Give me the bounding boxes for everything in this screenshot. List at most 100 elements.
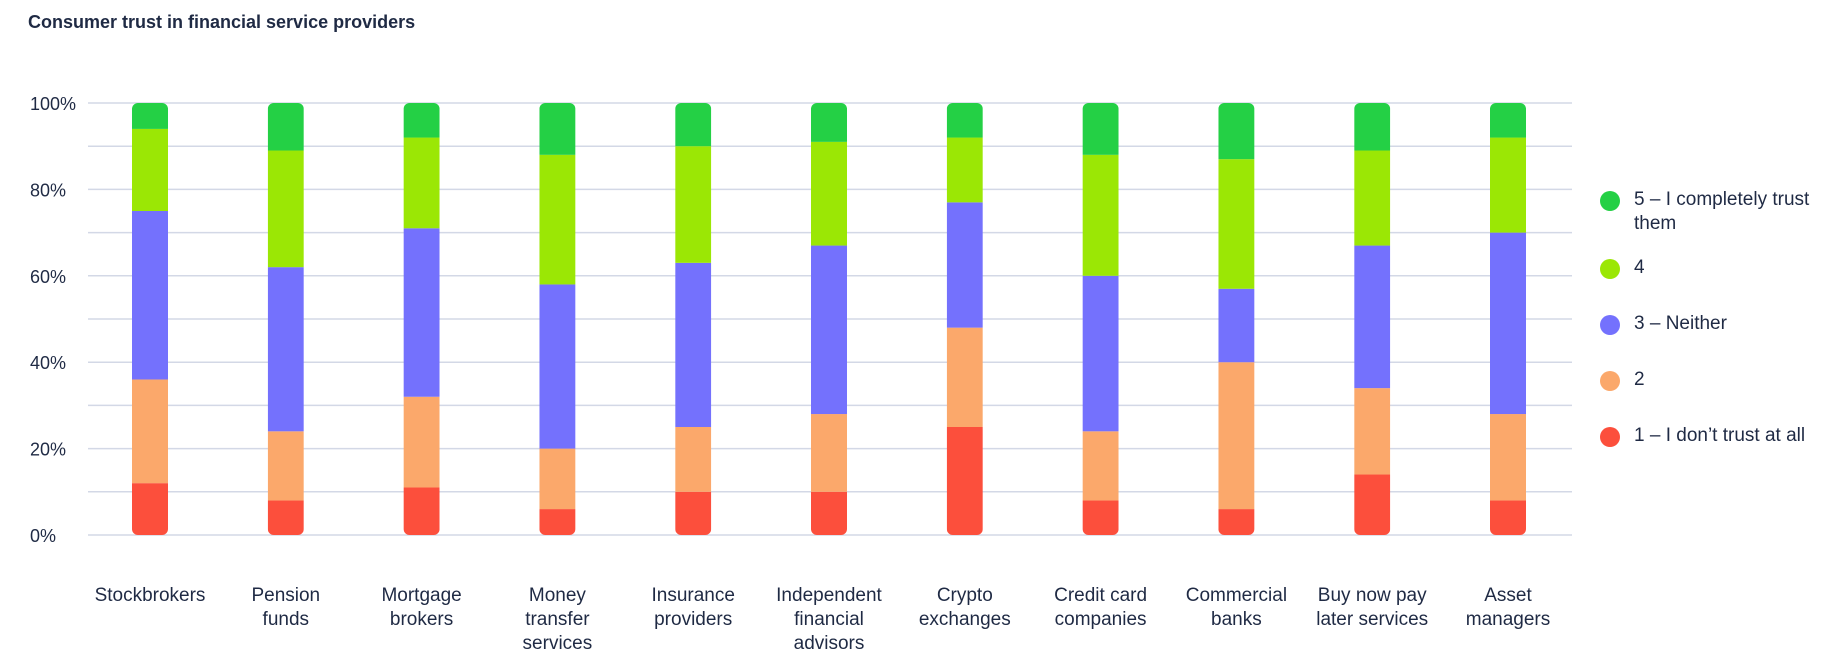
bar-segment-2: [539, 448, 576, 510]
bar-segment-4: [1354, 150, 1391, 246]
x-category-label: Buy now pay: [1318, 585, 1427, 606]
bar-segment-4: [1218, 159, 1255, 289]
bar-segment-4: [403, 137, 440, 229]
y-tick-label: 60%: [30, 267, 66, 287]
y-tick-label: 40%: [30, 353, 66, 373]
legend-label: 5 – I completely trust them: [1634, 189, 1810, 234]
x-category-label: Mortgage: [381, 585, 461, 606]
bar-segment-1: [811, 491, 847, 535]
legend-item: 3 – Neither: [1600, 312, 1824, 368]
circle-icon: [1600, 371, 1620, 391]
bar-segment-4: [132, 128, 168, 211]
bar-segment-4: [1490, 137, 1526, 233]
legend-item: 2: [1600, 368, 1824, 424]
bar-segment-5: [946, 103, 983, 138]
bar-segment-3: [1082, 275, 1119, 432]
x-category-label: Independent: [776, 585, 882, 606]
y-tick-label: 100%: [30, 94, 76, 114]
y-tick-label: 20%: [30, 440, 66, 460]
y-tick-label: 0%: [30, 526, 56, 546]
circle-icon: [1600, 259, 1620, 279]
bar-segment-4: [267, 150, 304, 268]
bar-segment-3: [132, 211, 168, 380]
x-category-label: providers: [654, 609, 732, 630]
bar-segment-4: [675, 146, 712, 263]
bar-segment-3: [403, 228, 440, 397]
x-category-label: Pension: [251, 585, 320, 606]
circle-icon: [1600, 315, 1620, 335]
stacked-bar-chart: 0% 20% 40% 60% 80% 100% Stockbrokers Pension fun…: [30, 94, 1572, 654]
bar-segment-5: [539, 103, 576, 155]
x-category-label: services: [523, 633, 593, 654]
bar-segment-4: [539, 154, 576, 285]
bar-segment-5: [267, 103, 304, 151]
legend-item: 5 – I completely trust them: [1600, 188, 1824, 256]
legend-label: 4: [1634, 257, 1645, 278]
bar-segment-5: [403, 103, 440, 138]
bar-segment-1: [946, 427, 983, 535]
bar-segment-5: [1354, 103, 1391, 151]
x-category-label: funds: [263, 609, 309, 630]
bar-segment-4: [946, 137, 983, 203]
x-category-label: managers: [1466, 609, 1551, 630]
x-category-label: companies: [1055, 609, 1147, 630]
x-category-label: banks: [1211, 609, 1262, 630]
bar-segment-2: [675, 427, 712, 492]
x-category-label: Asset: [1484, 585, 1532, 606]
bar-segment-2: [1490, 414, 1526, 501]
x-category-label: brokers: [390, 609, 453, 630]
bar-segment-5: [132, 103, 168, 129]
bar-segment-3: [1354, 245, 1391, 389]
bar-segment-2: [1218, 362, 1255, 510]
bar-segment-1: [1082, 500, 1119, 535]
bar-segment-1: [403, 487, 440, 535]
circle-icon: [1600, 427, 1620, 447]
bar-segment-1: [267, 500, 304, 535]
x-category-label: Insurance: [651, 585, 734, 606]
bar-segment-2: [267, 431, 304, 501]
x-category-label: later services: [1316, 609, 1428, 630]
bar-segment-5: [811, 103, 847, 142]
legend-label: 3 – Neither: [1634, 313, 1727, 334]
bar-segment-4: [1082, 154, 1119, 276]
x-category-label: exchanges: [919, 609, 1011, 630]
x-category-label: Stockbrokers: [95, 585, 206, 606]
bar-segment-5: [1490, 103, 1526, 138]
bar-segment-3: [1218, 288, 1255, 363]
bar-segment-2: [403, 396, 440, 488]
bar-segment-1: [1218, 509, 1255, 535]
bar-segment-1: [675, 491, 712, 535]
y-tick-label: 80%: [30, 180, 66, 200]
bar-segment-5: [1218, 103, 1255, 160]
bar-segment-2: [811, 414, 847, 492]
x-category-label: advisors: [794, 633, 865, 654]
circle-icon: [1600, 191, 1620, 211]
chart-legend: 5 – I completely trust them 4 3 – Neither 2…: [1600, 188, 1824, 480]
legend-item: 1 – I don’t trust at all: [1600, 424, 1824, 480]
chart-title: Consumer trust in financial service prov…: [28, 12, 416, 32]
x-category-label: financial: [794, 609, 864, 630]
bar-segment-3: [1490, 232, 1526, 415]
bar-segment-2: [1354, 388, 1391, 475]
x-category-label: transfer: [525, 609, 590, 630]
bar-segment-3: [811, 245, 847, 415]
bar-segment-2: [1082, 431, 1119, 501]
x-category-label: Credit card: [1054, 585, 1147, 606]
legend-label: 2: [1634, 369, 1645, 390]
bar-segment-4: [811, 141, 847, 246]
bar-segment-3: [539, 284, 576, 449]
bar-segment-1: [1354, 474, 1391, 535]
x-category-label: Commercial: [1186, 585, 1287, 606]
bar-segment-1: [132, 483, 168, 535]
bar-segment-1: [1490, 500, 1526, 535]
bar-segment-3: [267, 267, 304, 432]
bar-segment-3: [946, 202, 983, 328]
bar-segment-3: [675, 262, 712, 427]
bar-segment-5: [1082, 103, 1119, 155]
x-category-label: Money: [529, 585, 587, 606]
bar-segment-2: [946, 327, 983, 427]
legend-item: 4: [1600, 256, 1824, 312]
bar-segment-1: [539, 509, 576, 535]
bar-segment-2: [132, 379, 168, 484]
legend-label: 1 – I don’t trust at all: [1634, 425, 1806, 446]
